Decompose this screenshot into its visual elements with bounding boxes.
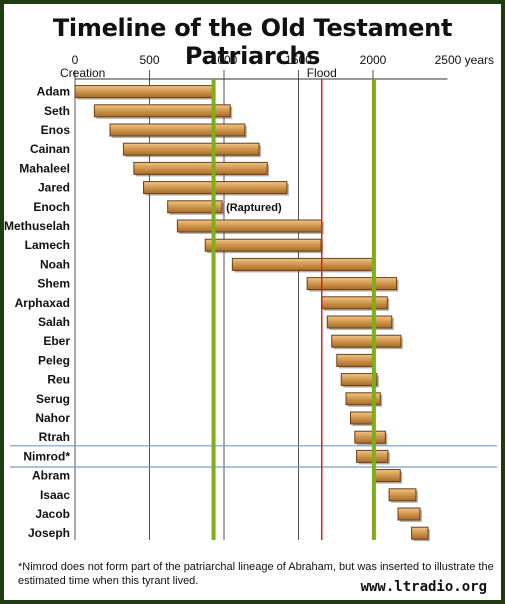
- x-tick-label: 1500: [285, 53, 312, 67]
- bar-peleg: [336, 353, 373, 367]
- website-url[interactable]: www.ltradio.org: [360, 579, 487, 595]
- bar-enoch: [167, 200, 223, 214]
- category-label-isaac: Isaac: [40, 488, 70, 502]
- footnote: *Nimrod does not form part of the patria…: [18, 561, 494, 587]
- category-label-arphaxad: Arphaxad: [15, 296, 70, 310]
- chart-title: Timeline of the Old Testament Patriarchs: [52, 14, 453, 70]
- category-label-abram: Abram: [32, 469, 70, 483]
- bar-nahor: [350, 411, 374, 425]
- bar-reu: [340, 373, 378, 387]
- category-label-jared: Jared: [38, 181, 70, 195]
- x-tick-label: 1000: [211, 53, 238, 67]
- bar-enos: [109, 123, 246, 137]
- category-label-enoch: Enoch: [33, 200, 70, 214]
- category-label-seth: Seth: [44, 104, 70, 118]
- category-label-nimrod: Nimrod*: [23, 449, 70, 463]
- category-label-peleg: Peleg: [38, 353, 70, 367]
- bar-jacob: [397, 507, 421, 521]
- category-label-serug: Serug: [36, 392, 70, 406]
- chart-frame: Timeline of the Old Testament Patriarchs…: [4, 4, 501, 600]
- bar-lamech: [204, 238, 322, 252]
- bar-adam: [74, 85, 215, 99]
- x-tick-label: 500: [139, 53, 159, 67]
- bar-abram: [373, 469, 401, 483]
- bar-arphaxad: [321, 296, 388, 310]
- category-label-lamech: Lamech: [25, 238, 70, 252]
- category-label-nahor: Nahor: [35, 411, 70, 425]
- category-label-shem: Shem: [37, 277, 70, 291]
- category-label-reu: Reu: [47, 373, 70, 387]
- category-label-rtrah: Rtrah: [39, 430, 70, 444]
- category-label-enos: Enos: [41, 123, 71, 137]
- marker-label-creation: Creation: [60, 66, 105, 80]
- bar-rtrah: [354, 430, 386, 444]
- annotation-enoch: (Raptured): [226, 202, 282, 214]
- bar-cainan: [122, 142, 260, 156]
- marker-label-flood: Flood: [307, 66, 337, 80]
- bar-shem: [306, 277, 398, 291]
- x-unit-label: 2500 years: [435, 53, 494, 67]
- bar-seth: [93, 104, 231, 118]
- category-label-joseph: Joseph: [28, 526, 70, 540]
- category-label-adam: Adam: [37, 85, 70, 99]
- x-tick-label: 0: [72, 53, 79, 67]
- x-tick-label: 2000: [360, 53, 387, 67]
- bar-methuselah: [176, 219, 323, 233]
- category-label-mahaleel: Mahaleel: [19, 161, 70, 175]
- bar-serug: [345, 392, 381, 406]
- category-label-methuselah: Methuselah: [4, 219, 70, 233]
- category-label-eber: Eber: [43, 334, 70, 348]
- category-label-jacob: Jacob: [35, 507, 70, 521]
- bar-salah: [326, 315, 393, 329]
- category-label-salah: Salah: [38, 315, 70, 329]
- category-label-cainan: Cainan: [30, 142, 70, 156]
- bar-mahaleel: [133, 161, 268, 175]
- timeline-chart: 0 500 1000 1500 2000 2500 years Creation Flood A…: [4, 53, 497, 542]
- bar-isaac: [388, 488, 417, 502]
- bar-noah: [231, 257, 375, 271]
- category-label-noah: Noah: [40, 257, 70, 271]
- bar-joseph: [411, 526, 429, 540]
- bar-eber: [331, 334, 402, 348]
